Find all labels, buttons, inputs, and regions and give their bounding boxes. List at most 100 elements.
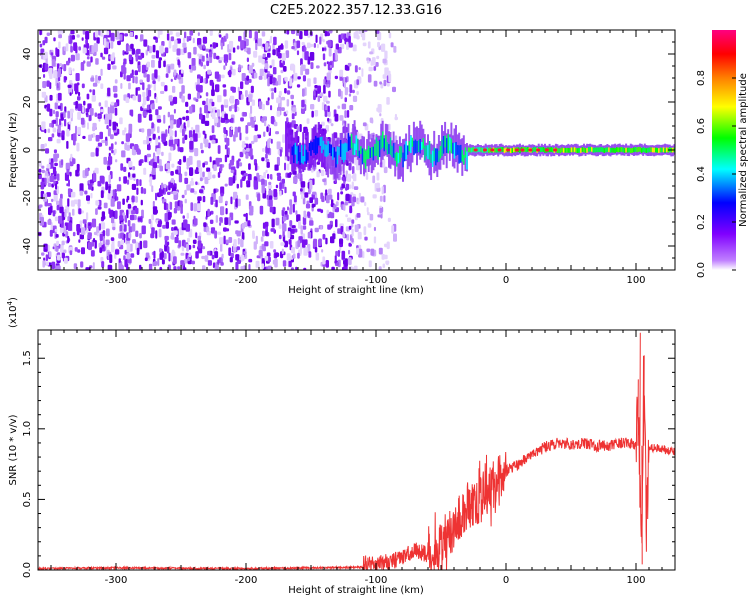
heatmap-noise-cell (202, 100, 206, 106)
heatmap-noise-cell (277, 75, 282, 83)
heatmap-noise-cell (78, 239, 81, 243)
heatmap-noise-cell (55, 183, 58, 190)
heatmap-line-core (396, 151, 398, 167)
heatmap-noise-cell (248, 143, 252, 150)
heatmap-noise-cell (314, 227, 319, 233)
heatmap-noise-cell (313, 238, 318, 248)
heatmap-noise-cell (322, 47, 324, 52)
heatmap-noise-cell (291, 100, 294, 106)
heatmap-noise-cell (209, 156, 212, 163)
heatmap-noise-cell (328, 30, 333, 34)
heatmap-noise-cell (211, 125, 215, 134)
heatmap-noise-cell (93, 43, 98, 52)
heatmap-noise-cell (266, 252, 271, 257)
heatmap-noise-cell (347, 173, 351, 182)
heatmap-line-core (502, 147, 504, 152)
heatmap-noise-cell (76, 34, 80, 38)
heatmap-noise-cell (138, 64, 141, 73)
heatmap-noise-cell (264, 241, 269, 247)
heatmap-noise-cell (297, 172, 301, 179)
heatmap-noise-cell (67, 110, 71, 119)
heatmap-noise-cell (54, 102, 58, 110)
heatmap-noise-cell (143, 188, 147, 195)
heatmap-noise-cell (285, 110, 289, 114)
heatmap-noise-cell (56, 185, 59, 195)
heatmap-noise-cell (314, 197, 319, 205)
heatmap-line-core (324, 144, 326, 157)
heatmap-noise-cell (56, 265, 61, 270)
heatmap-noise-cell (240, 40, 245, 49)
heatmap-noise-cell (80, 261, 84, 268)
heatmap-noise-cell (147, 144, 151, 151)
heatmap-noise-cell (100, 190, 104, 199)
heatmap-noise-cell (127, 220, 131, 227)
colorbar: 0.00.20.40.60.8 Normalized spectral ampl… (696, 30, 749, 278)
heatmap-peak (514, 148, 519, 152)
heatmap-noise-cell (86, 43, 90, 49)
heatmap-noise-cell (152, 133, 156, 140)
heatmap-noise-cell (101, 140, 106, 144)
heatmap-noise-cell (344, 110, 347, 119)
heatmap-noise-cell (44, 36, 48, 44)
heatmap-noise-cell (128, 161, 133, 168)
heatmap-noise-cell (281, 53, 286, 61)
heatmap-line-core (357, 138, 359, 156)
heatmap-noise-cell (55, 234, 59, 238)
heatmap-noise-cell (283, 240, 288, 248)
heatmap-noise-cell (358, 67, 361, 71)
heatmap-noise-cell (297, 240, 301, 248)
heatmap-noise-cell (183, 156, 186, 162)
heatmap-noise-cell (211, 101, 215, 107)
heatmap-noise-cell (206, 230, 212, 236)
heatmap-noise-cell (126, 75, 131, 82)
heatmap-noise-cell (282, 260, 287, 267)
heatmap-noise-cell (103, 156, 107, 165)
heatmap-noise-cell (128, 82, 131, 90)
heatmap-noise-cell (173, 266, 177, 270)
heatmap-noise-cell (334, 49, 338, 53)
heatmap-noise-cell (208, 142, 211, 149)
heatmap-noise-cell (128, 123, 133, 133)
heatmap-noise-cell (108, 113, 113, 120)
heatmap-noise-cell (159, 253, 164, 260)
heatmap-noise-cell (146, 61, 150, 68)
heatmap-noise-cell (291, 113, 295, 120)
heatmap-noise-cell (194, 148, 199, 157)
heatmap-noise-cell (47, 219, 52, 225)
heatmap-noise-cell (304, 46, 307, 52)
heatmap-noise-cell (344, 97, 347, 103)
heatmap-noise-cell (110, 143, 114, 150)
heatmap-noise-cell (257, 193, 261, 202)
heatmap-line-core (449, 137, 451, 151)
heatmap-noise-cell (318, 88, 321, 93)
heatmap-line-core (314, 135, 317, 155)
heatmap-noise-cell (60, 113, 64, 121)
heatmap-noise-cell (281, 178, 285, 184)
heatmap-noise-cell (131, 210, 136, 215)
heatmap-noise-cell (382, 158, 386, 168)
heatmap-noise-cell (179, 200, 183, 208)
heatmap-noise-cell (193, 203, 198, 212)
heatmap-noise-cell (317, 208, 322, 212)
heatmap-noise-cell (382, 263, 386, 269)
heatmap-noise-cell (191, 58, 196, 67)
heatmap-noise-cell (361, 68, 364, 77)
heatmap-line-core (322, 140, 325, 150)
heatmap-noise-cell (151, 166, 156, 175)
heatmap-line-envelope (353, 120, 356, 158)
heatmap-noise-cell (57, 76, 61, 82)
heatmap-noise-cell (66, 60, 70, 66)
heatmap-line-core (447, 134, 449, 154)
heatmap-peak (536, 148, 540, 152)
heatmap-line-core (634, 147, 637, 152)
heatmap-noise-cell (91, 45, 95, 54)
heatmap-noise-cell (174, 236, 179, 244)
heatmap-noise-cell (88, 134, 92, 142)
heatmap-noise-cell (242, 148, 246, 154)
heatmap-noise-cell (313, 43, 316, 48)
heatmap-noise-cell (228, 106, 232, 112)
heatmap-noise-cell (207, 260, 212, 266)
heatmap-noise-cell (159, 248, 162, 253)
heatmap-line-core (419, 139, 421, 154)
heatmap-noise-cell (319, 92, 324, 97)
